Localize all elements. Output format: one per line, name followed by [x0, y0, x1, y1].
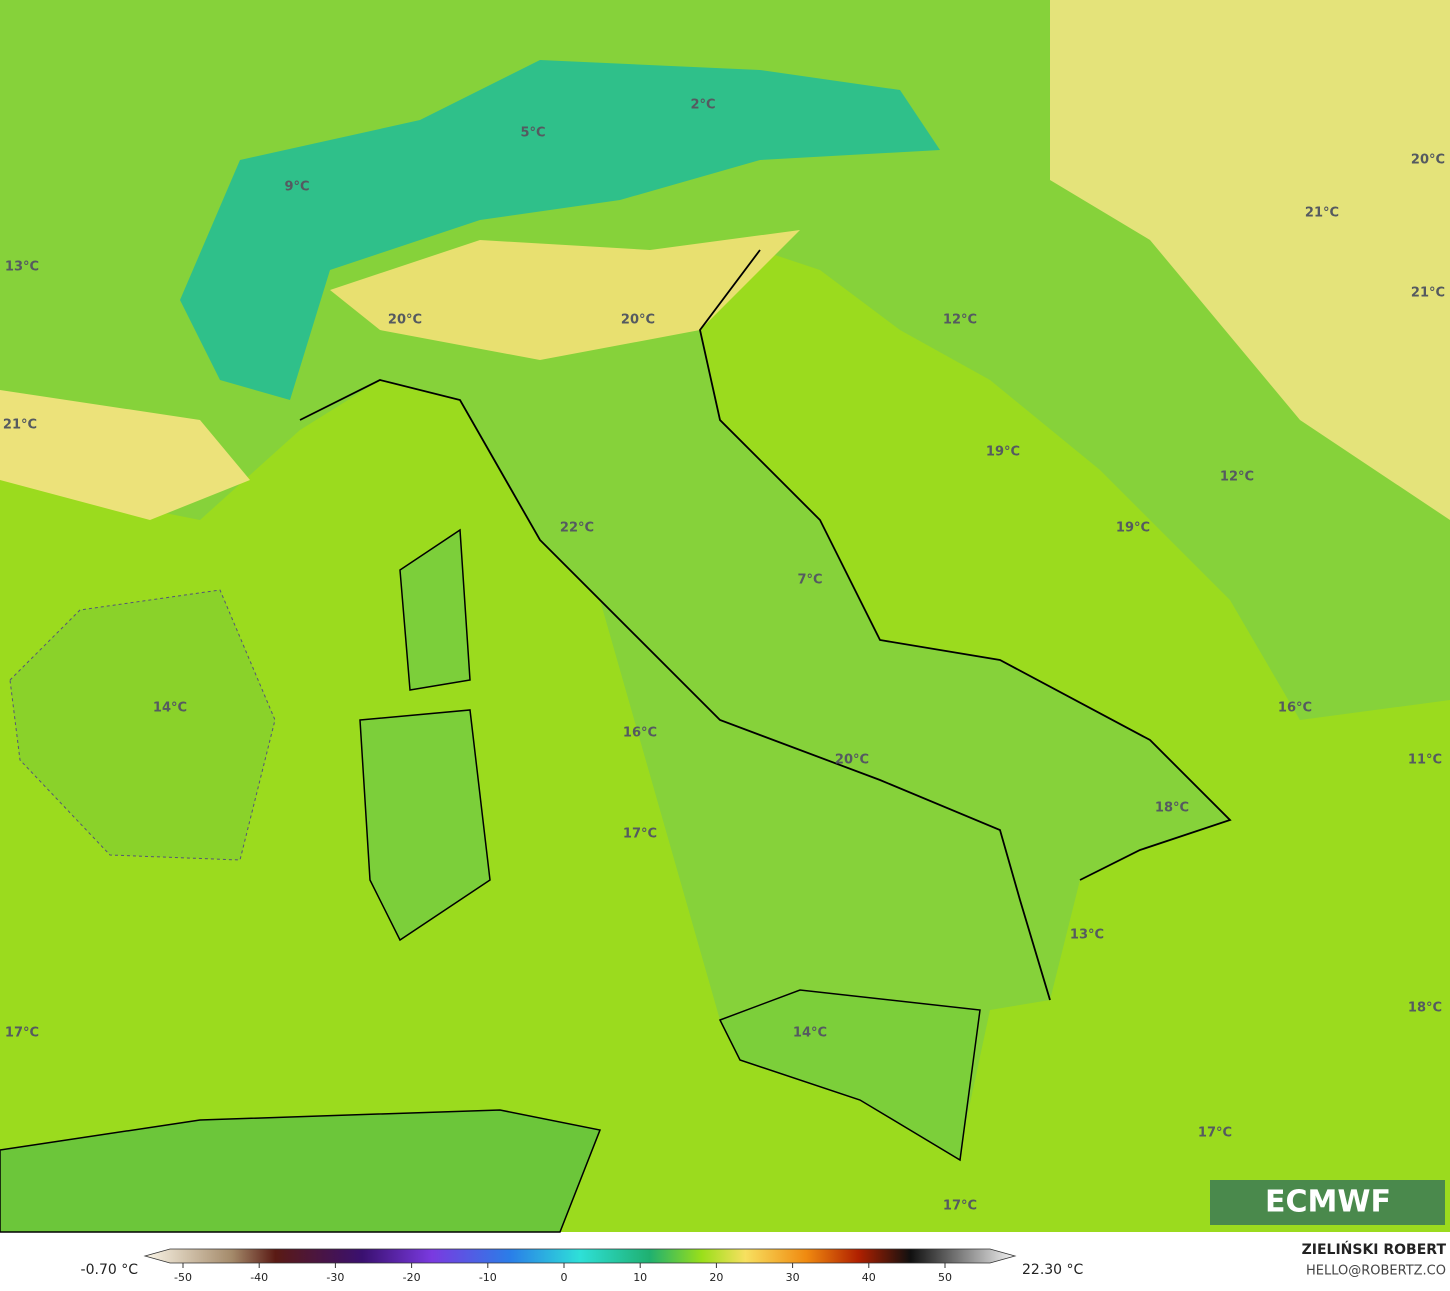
logo: ECMWF [1265, 1185, 1391, 1220]
colorbar-tick-label: -40 [250, 1271, 268, 1284]
temperature-label: 12°C [943, 313, 977, 328]
map-labels: 2°C 5°C 9°C 13°C 20°C 20°C 12°C 21°C 19°C 12°C 19°… [3, 98, 1445, 1214]
colorbar-tick-label: 10 [633, 1271, 647, 1284]
colorbar-tick-label: 50 [938, 1271, 952, 1284]
temperature-label: 20°C [621, 313, 655, 328]
temperature-label: 5°C [520, 126, 545, 141]
temperature-label: 13°C [5, 260, 39, 275]
temperature-label: 21°C [1411, 286, 1445, 301]
colorbar-tick-label: 0 [561, 1271, 568, 1284]
temperature-label: 12°C [1220, 470, 1254, 485]
temperature-label: 13°C [1070, 928, 1104, 943]
warm-region [1050, 0, 1450, 520]
alps [180, 60, 940, 400]
temperature-label: 19°C [1116, 521, 1150, 536]
temperature-label: 9°C [284, 180, 309, 195]
contact: HELLO@ROBERTZ.CO [1306, 1264, 1446, 1279]
temperature-label: 20°C [388, 313, 422, 328]
riviera [0, 390, 250, 520]
colorbar-tick-label: -50 [174, 1271, 192, 1284]
africa-coast [0, 1109, 602, 1233]
temperature-label: 18°C [1155, 801, 1189, 816]
temperature-label: 21°C [3, 418, 37, 433]
colorbar-tick-label: 20 [709, 1271, 723, 1284]
colorbar-tick-label: -20 [403, 1271, 421, 1284]
temperature-label: 17°C [1198, 1126, 1232, 1141]
temperature-label: 17°C [943, 1199, 977, 1214]
temperature-label: 18°C [1408, 1001, 1442, 1016]
legend-bar: -0.70 °C 22.30 °C -50 -40 -30 -20 -10 0 10 20 30… [81, 1248, 1084, 1284]
po-valley [330, 230, 800, 360]
temperature-label: 2°C [690, 98, 715, 113]
logo-box [1210, 1180, 1445, 1225]
colorbar-tick-label: -10 [479, 1271, 497, 1284]
colorbar-max: 22.30 °C [1022, 1262, 1084, 1278]
temperature-label: 14°C [793, 1026, 827, 1041]
colorbar-tick-label: 40 [862, 1271, 876, 1284]
temperature-label: 20°C [835, 753, 869, 768]
colorbar-tick-label: -30 [326, 1271, 344, 1284]
temperature-label: 7°C [797, 573, 822, 588]
islands [359, 528, 491, 942]
map-area: 2°C 5°C 9°C 13°C 20°C 20°C 12°C 21°C 19°C 12°C 19°… [0, 0, 1450, 1233]
temperature-label: 19°C [986, 445, 1020, 460]
temperature-label: 17°C [623, 827, 657, 842]
colorbar-min: -0.70 °C [81, 1262, 139, 1278]
temperature-label: 16°C [623, 726, 657, 741]
author: ZIELIŃSKI ROBERT [1302, 1240, 1447, 1258]
temperature-label: 16°C [1278, 701, 1312, 716]
temperature-label: 11°C [1408, 753, 1442, 768]
colorbar-tick-label: 30 [786, 1271, 800, 1284]
coastline [299, 249, 1232, 1001]
colorbar [143, 1248, 1017, 1264]
temperature-label: 14°C [153, 701, 187, 716]
sicily [718, 989, 981, 1162]
temperature-label: 20°C [1411, 153, 1445, 168]
cool-area [9, 589, 276, 861]
temperature-label: 21°C [1305, 206, 1339, 221]
temperature-label: 17°C [5, 1026, 39, 1041]
temperature-label: 22°C [560, 521, 594, 536]
